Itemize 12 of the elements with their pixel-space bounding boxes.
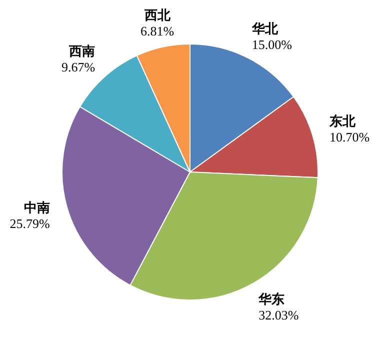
data-label: 9.67% [62, 59, 96, 74]
data-label: 32.03% [258, 308, 299, 323]
slice-label: 中南 [24, 200, 50, 215]
data-label: 25.79% [10, 216, 50, 231]
data-label: 6.81% [140, 24, 174, 39]
data-label: 15.00% [252, 36, 292, 52]
slice-label: 华北 [250, 20, 279, 36]
slice-label: 东北 [328, 114, 356, 129]
slice-label: 西北 [143, 8, 172, 23]
data-label: 10.70% [329, 130, 370, 145]
slice-label: 华东 [258, 292, 285, 307]
slice-label: 西南 [68, 43, 96, 58]
